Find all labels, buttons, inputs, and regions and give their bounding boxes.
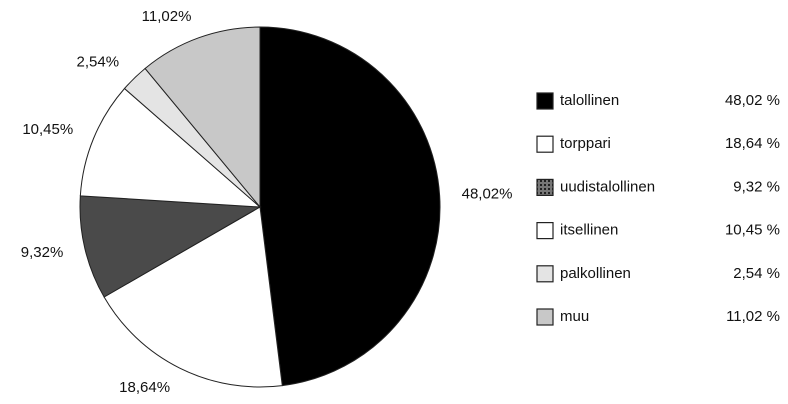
legend-value: 10,45 % bbox=[725, 222, 780, 239]
pie-slice bbox=[144, 26, 261, 209]
slice-label: 10,45% bbox=[22, 121, 73, 138]
pie-slice bbox=[79, 195, 262, 298]
legend-swatch bbox=[536, 308, 554, 326]
slice-label: 2,54% bbox=[77, 53, 120, 70]
legend-value: 11,02 % bbox=[726, 308, 780, 325]
slice-label: 9,32% bbox=[21, 244, 64, 261]
legend-swatch bbox=[536, 178, 554, 196]
legend-value: 18,64 % bbox=[725, 135, 780, 152]
legend-label: uudistalollinen bbox=[560, 178, 655, 195]
legend-label: muu bbox=[560, 308, 589, 325]
legend-label: torppari bbox=[560, 135, 611, 152]
pie-slice bbox=[79, 87, 262, 208]
legend-swatch bbox=[536, 135, 554, 153]
slice-label: 11,02% bbox=[142, 8, 192, 25]
legend-value: 9,32 % bbox=[733, 178, 780, 195]
legend-value: 48,02 % bbox=[725, 92, 780, 109]
pie-slice bbox=[103, 206, 283, 388]
legend-label: palkollinen bbox=[560, 265, 631, 282]
legend-value: 2,54 % bbox=[733, 265, 780, 282]
legend-swatch bbox=[536, 265, 554, 283]
pie-slice bbox=[259, 26, 441, 387]
legend-swatch bbox=[536, 92, 554, 110]
legend-label: talollinen bbox=[560, 92, 619, 109]
legend-label: itsellinen bbox=[560, 222, 618, 239]
slice-label: 48,02% bbox=[462, 185, 513, 202]
legend-swatch bbox=[536, 222, 554, 240]
slice-label: 18,64% bbox=[119, 379, 170, 396]
